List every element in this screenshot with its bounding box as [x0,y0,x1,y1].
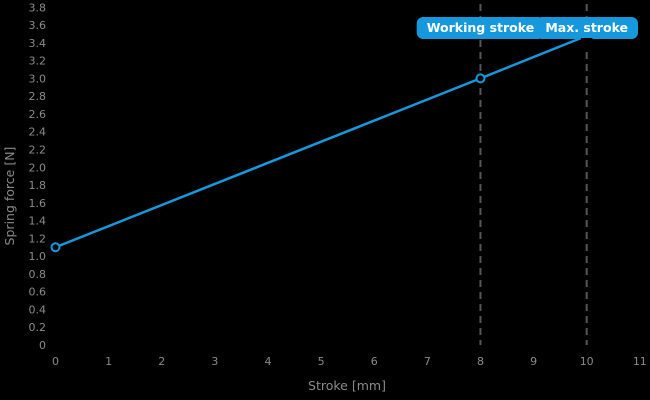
y-tick-label: 1.0 [29,250,47,263]
series-line-spring-characteristic [54,34,588,249]
x-tick-label: 11 [633,355,647,368]
y-tick-label: 2.2 [29,143,47,156]
y-tick-label: 3.2 [29,55,47,68]
y-tick-label: 0.4 [29,303,47,316]
y-tick-label: 3.4 [29,37,47,50]
caret-down-icon [580,38,593,51]
badge-max-stroke: Max. stroke [535,17,639,39]
x-tick-label: 1 [105,355,112,368]
y-axis-title: Spring force [N] [2,147,17,246]
y-tick-label: 2.4 [29,126,47,139]
x-tick-label: 9 [530,355,537,368]
badge-label: Max. stroke [545,20,628,35]
x-tick-label: 7 [424,355,431,368]
y-tick-label: 3.0 [29,72,47,85]
x-tick-label: 6 [371,355,378,368]
y-tick-label: 1.4 [29,215,47,228]
y-tick-label: 1.6 [29,197,47,210]
plot-annotation-layer: Working stroke Max. stroke [416,17,639,51]
x-tick-label: 0 [52,355,59,368]
y-tick-label: 0 [39,339,46,352]
x-tick-label: 3 [211,355,218,368]
badge-label: Working stroke [427,20,535,35]
y-tick-label: 2.8 [29,90,47,103]
open-circle-marker [50,242,61,253]
y-tick-label: 0.6 [29,286,47,299]
y-tick-label: 0.2 [29,321,47,334]
badge-background [416,17,545,39]
x-tick-label: 10 [580,355,594,368]
plot-background-layer: 0 0.2 0.4 0.6 0.8 1.0 1.2 1.4 1.6 1.8 2.0 2.2 2.4 2.6… [29,1,647,368]
x-axis-title: Stroke [mm] [308,378,386,393]
y-tick-label: 3.8 [29,1,47,14]
y-tick-label: 0.8 [29,268,47,281]
x-tick-label: 8 [477,355,484,368]
y-tick-label: 1.2 [29,232,47,245]
y-tick-label: 1.8 [29,179,47,192]
y-tick-label: 2.6 [29,108,47,121]
open-circle-marker [475,73,486,84]
x-tick-label: 2 [158,355,165,368]
x-tick-label: 5 [318,355,325,368]
x-tick-label: 4 [264,355,271,368]
y-tick-label: 2.0 [29,161,47,174]
y-tick-label: 3.6 [29,19,47,32]
badge-working-stroke: Working stroke [416,17,545,39]
plot-series-layer [50,34,588,253]
badge-background [535,17,639,39]
